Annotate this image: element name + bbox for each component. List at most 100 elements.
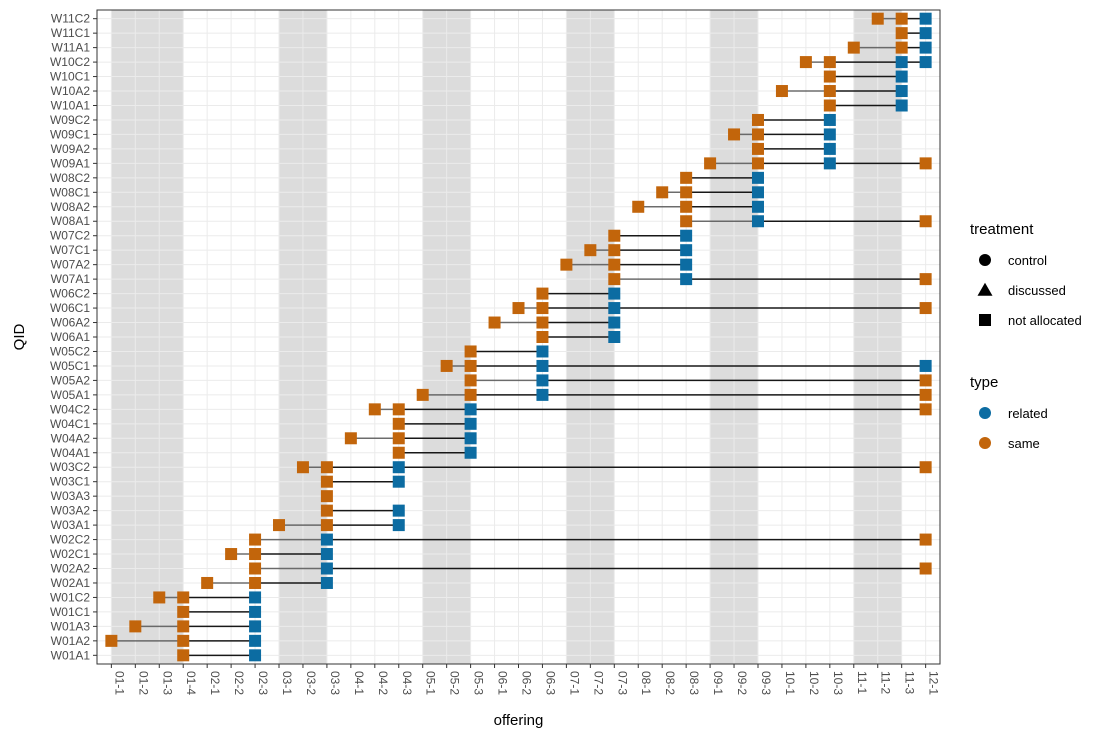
x-tick-label-3: 01-4	[184, 671, 198, 695]
segments	[111, 17, 926, 657]
point-W01C2-2	[249, 591, 262, 604]
y-tick-label-9: W03A1	[51, 518, 91, 532]
point-W11C2-0	[871, 12, 884, 25]
y-tick-label-13: W03C2	[50, 460, 90, 474]
x-tick-label-6: 02-3	[256, 671, 270, 695]
legend-type-label-0: related	[1008, 406, 1048, 421]
point-W03A2-0	[320, 504, 333, 517]
y-tick-label-7: W02C1	[50, 547, 90, 561]
point-W02C1-0	[225, 548, 238, 561]
point-W03C2-2	[392, 461, 405, 474]
point-W05C1-3	[919, 359, 932, 372]
point-W09A1-1	[751, 157, 764, 170]
y-tick-label-35: W09A2	[51, 142, 91, 156]
point-W02A1-0	[201, 576, 214, 589]
legend-treatment-label-1: discussed	[1008, 283, 1066, 298]
point-W03A1-0	[273, 519, 286, 532]
point-W04A2-1	[392, 432, 405, 445]
x-axis-title: offering	[494, 712, 544, 729]
point-W08C1-0	[656, 186, 669, 199]
legend-type-entries: related same	[979, 406, 1048, 451]
point-W02C1-1	[249, 548, 262, 561]
point-W11C2-1	[895, 12, 908, 25]
point-W07C2-0	[608, 229, 621, 242]
legend-treatment-key-1	[977, 282, 993, 296]
point-W05C2-0	[464, 345, 477, 358]
y-tick-label-37: W09C2	[50, 113, 90, 127]
y-tick-label-19: W05A2	[51, 373, 91, 387]
legend-title-type: type	[970, 374, 998, 391]
point-W10C2-2	[895, 56, 908, 69]
point-W06A2-2	[608, 316, 621, 329]
point-W08C2-0	[680, 171, 693, 184]
x-tick-label-4: 02-1	[208, 671, 222, 695]
point-W07C2-1	[680, 229, 693, 242]
point-W06A2-1	[536, 316, 549, 329]
point-W06C1-0	[512, 302, 525, 315]
y-tick-label-0: W01A1	[51, 648, 91, 662]
point-W02C2-0	[249, 533, 262, 546]
point-W03C2-1	[320, 461, 333, 474]
y-tick-label-8: W02C2	[50, 533, 90, 547]
point-W06A2-0	[488, 316, 501, 329]
point-W03C2-3	[919, 461, 932, 474]
y-tick-label-33: W08C2	[50, 171, 90, 185]
point-W03A1-2	[392, 519, 405, 532]
x-tick-label-15: 05-3	[472, 671, 486, 695]
point-W09C1-0	[728, 128, 741, 141]
x-tick-label-33: 11-3	[903, 671, 917, 694]
x-tick-label-13: 05-1	[424, 671, 438, 695]
point-W04A2-2	[464, 432, 477, 445]
x-tick-label-31: 11-1	[855, 671, 869, 694]
point-W04A2-0	[344, 432, 357, 445]
point-W08A1-2	[919, 215, 932, 228]
point-W05A2-2	[919, 374, 932, 387]
point-W05C2-1	[536, 345, 549, 358]
x-tick-label-27: 09-3	[759, 671, 773, 695]
point-W10C2-3	[919, 56, 932, 69]
point-W09A2-1	[823, 142, 836, 155]
x-tick-label-20: 07-2	[591, 671, 605, 695]
point-W01A3-2	[249, 620, 262, 633]
point-W05A1-2	[536, 388, 549, 401]
x-tick-label-5: 02-2	[232, 671, 246, 695]
x-tick-label-25: 09-1	[711, 671, 725, 695]
y-tick-label-30: W08A1	[51, 214, 91, 228]
point-W09A2-0	[751, 142, 764, 155]
point-W01A1-1	[249, 649, 262, 662]
point-W01C1-1	[249, 605, 262, 618]
y-tick-label-21: W05C2	[50, 344, 90, 358]
x-tick-label-23: 08-2	[663, 671, 677, 695]
point-W02C1-2	[320, 548, 333, 561]
point-W03C1-0	[320, 475, 333, 488]
y-tick-label-3: W01C1	[50, 605, 90, 619]
point-W07C1-1	[608, 244, 621, 257]
y-tick-label-38: W10A1	[51, 98, 91, 112]
point-W01A3-0	[129, 620, 142, 633]
point-W11A1-1	[895, 41, 908, 54]
x-tick-label-24: 08-3	[687, 671, 701, 695]
point-W04C2-1	[392, 403, 405, 416]
y-tick-label-14: W04A1	[51, 446, 91, 460]
y-tick-label-23: W06A2	[51, 316, 91, 330]
point-W02C2-2	[919, 533, 932, 546]
point-W01A1-0	[177, 649, 190, 662]
point-W07C1-0	[584, 244, 597, 257]
y-tick-label-43: W11C1	[51, 26, 90, 40]
y-axis-ticks: W01A1W01A2W01A3W01C1W01C2W02A1W02A2W02C1…	[50, 12, 97, 662]
x-tick-label-18: 06-3	[543, 671, 557, 695]
point-W01C1-0	[177, 605, 190, 618]
point-W06C1-3	[919, 302, 932, 315]
point-W02A1-1	[249, 576, 262, 589]
x-tick-label-10: 04-1	[352, 671, 366, 695]
point-W07A2-0	[560, 258, 573, 271]
point-W05A1-1	[464, 388, 477, 401]
y-tick-label-10: W03A2	[51, 504, 91, 518]
y-tick-label-34: W09A1	[51, 156, 91, 170]
y-tick-label-28: W07C1	[50, 243, 90, 257]
y-tick-label-18: W05A1	[51, 388, 91, 402]
y-tick-label-5: W02A1	[51, 576, 91, 590]
point-W09C1-1	[751, 128, 764, 141]
point-W09A1-0	[704, 157, 717, 170]
y-tick-label-42: W11A1	[52, 41, 91, 55]
